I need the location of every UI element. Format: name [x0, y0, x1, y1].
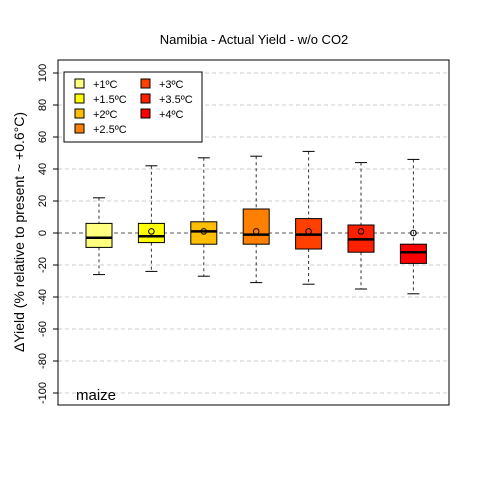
iqr-box [137, 222, 165, 244]
legend-swatch [140, 108, 151, 119]
legend-item-7: +4ºC [140, 108, 184, 121]
chart-title: Namibia - Actual Yield - w/o CO2 [160, 32, 349, 47]
iqr-box [85, 222, 113, 248]
y-tick-label: -40 [37, 289, 49, 305]
plot-frame [57, 59, 450, 406]
y-tick-label: -60 [37, 321, 49, 337]
box-6 [347, 162, 375, 290]
box-5 [295, 150, 323, 285]
box-4 [242, 155, 270, 284]
legend-item-2: +1.5ºC [74, 93, 127, 106]
y-tick-label: 100 [37, 64, 49, 82]
box-2 [137, 165, 165, 272]
mean-marker [357, 228, 365, 235]
mean-marker [252, 228, 260, 235]
legend-label: +3.5ºC [159, 94, 193, 106]
legend-item-5: +3ºC [140, 78, 184, 91]
legend-label: +1.5ºC [93, 94, 127, 106]
legend-label: +2.5ºC [93, 124, 127, 136]
legend-swatch [74, 123, 85, 134]
iqr-box [190, 221, 218, 245]
crop-label: maize [76, 387, 116, 404]
legend-swatch [74, 78, 85, 89]
y-tick-label: 80 [37, 99, 49, 111]
y-tick-label: -20 [37, 257, 49, 273]
box-3 [190, 157, 218, 277]
legend-label: +2ºC [93, 109, 118, 121]
legend-item-4: +2.5ºC [74, 123, 127, 136]
legend-item-1: +1ºC [74, 78, 118, 91]
legend-swatch [74, 108, 85, 119]
grid-lines [58, 72, 449, 394]
y-tick-label: 0 [37, 230, 49, 236]
y-tick-label: -100 [37, 382, 49, 404]
legend-label: +4ºC [159, 109, 184, 121]
legend-swatch [74, 93, 85, 104]
y-axis: 100 80 60 40 20 0 -20 -40 -60 -80 -100 [37, 64, 58, 404]
legend-item-3: +2ºC [74, 108, 118, 121]
box-plots [85, 150, 427, 295]
y-axis-label: ΔYield (% relative to present ~ +0.6°C) [11, 112, 27, 352]
y-tick-label: 40 [37, 163, 49, 175]
legend-label: +1ºC [93, 79, 118, 91]
mean-marker [410, 229, 417, 237]
legend-swatch [140, 78, 151, 89]
legend: +1ºC +1.5ºC +2ºC +2.5ºC +3ºC +3.5ºC +4ºC [63, 71, 203, 143]
mean-marker [148, 228, 155, 235]
iqr-box [399, 243, 427, 264]
box-1 [85, 197, 113, 276]
y-tick-label: 60 [37, 131, 49, 143]
legend-swatch [140, 93, 151, 104]
y-tick-label: 20 [37, 195, 49, 207]
iqr-box [242, 208, 270, 245]
legend-item-6: +3.5ºC [140, 93, 193, 106]
legend-box [63, 71, 203, 143]
mean-marker [200, 228, 208, 235]
legend-label: +3ºC [159, 79, 184, 91]
box-7 [399, 158, 427, 295]
mean-marker [305, 228, 312, 235]
y-tick-label: -80 [37, 353, 49, 369]
